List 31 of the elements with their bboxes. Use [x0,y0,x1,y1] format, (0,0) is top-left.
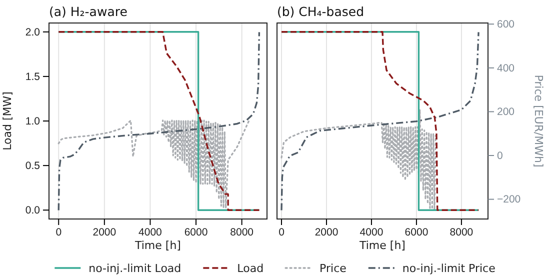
x-tick-label: 4000 [138,226,162,238]
chart-title: (a) H₂-aware [49,4,128,19]
legend-label: no-inj.-limit Load [88,262,182,275]
y-tick-label: 0.0 [25,204,40,216]
y2-tick-label: −200 [497,194,521,206]
y-tick-label: 1.5 [25,70,40,83]
chart-title: (b) CH₄-based [277,4,364,19]
line-series [280,108,436,212]
x-tick-label: 0 [56,226,62,238]
x-tick-label: 4000 [360,226,384,238]
legend-label: Load [237,262,264,275]
y2-axis-title: Price [EUR/MWh] [532,74,545,168]
y2-tick-label: 200 [497,106,515,118]
y-tick-label: 2.0 [25,26,40,38]
x-tick-label: 2000 [314,226,338,238]
y2-tick-label: 600 [497,18,515,30]
x-axis-title: Time [h] [358,239,406,252]
y-tick-label: 0.5 [25,160,40,172]
legend-label: no-inj.-limit Price [402,262,496,275]
x-tick-label: 6000 [404,226,428,238]
x-tick-label: 2000 [92,226,116,238]
x-axis-title: Time [h] [134,239,181,252]
y-axis-title: Load [MW] [1,92,14,150]
y-tick-label: 1.0 [25,115,40,128]
x-tick-label: 0 [278,226,285,238]
y2-tick-label: 0 [497,150,503,162]
x-tick-label: 8000 [230,226,254,238]
legend-label: Price [320,262,347,275]
x-tick-label: 8000 [450,226,474,238]
y2-tick-label: 400 [497,62,515,74]
x-tick-label: 6000 [184,226,208,238]
